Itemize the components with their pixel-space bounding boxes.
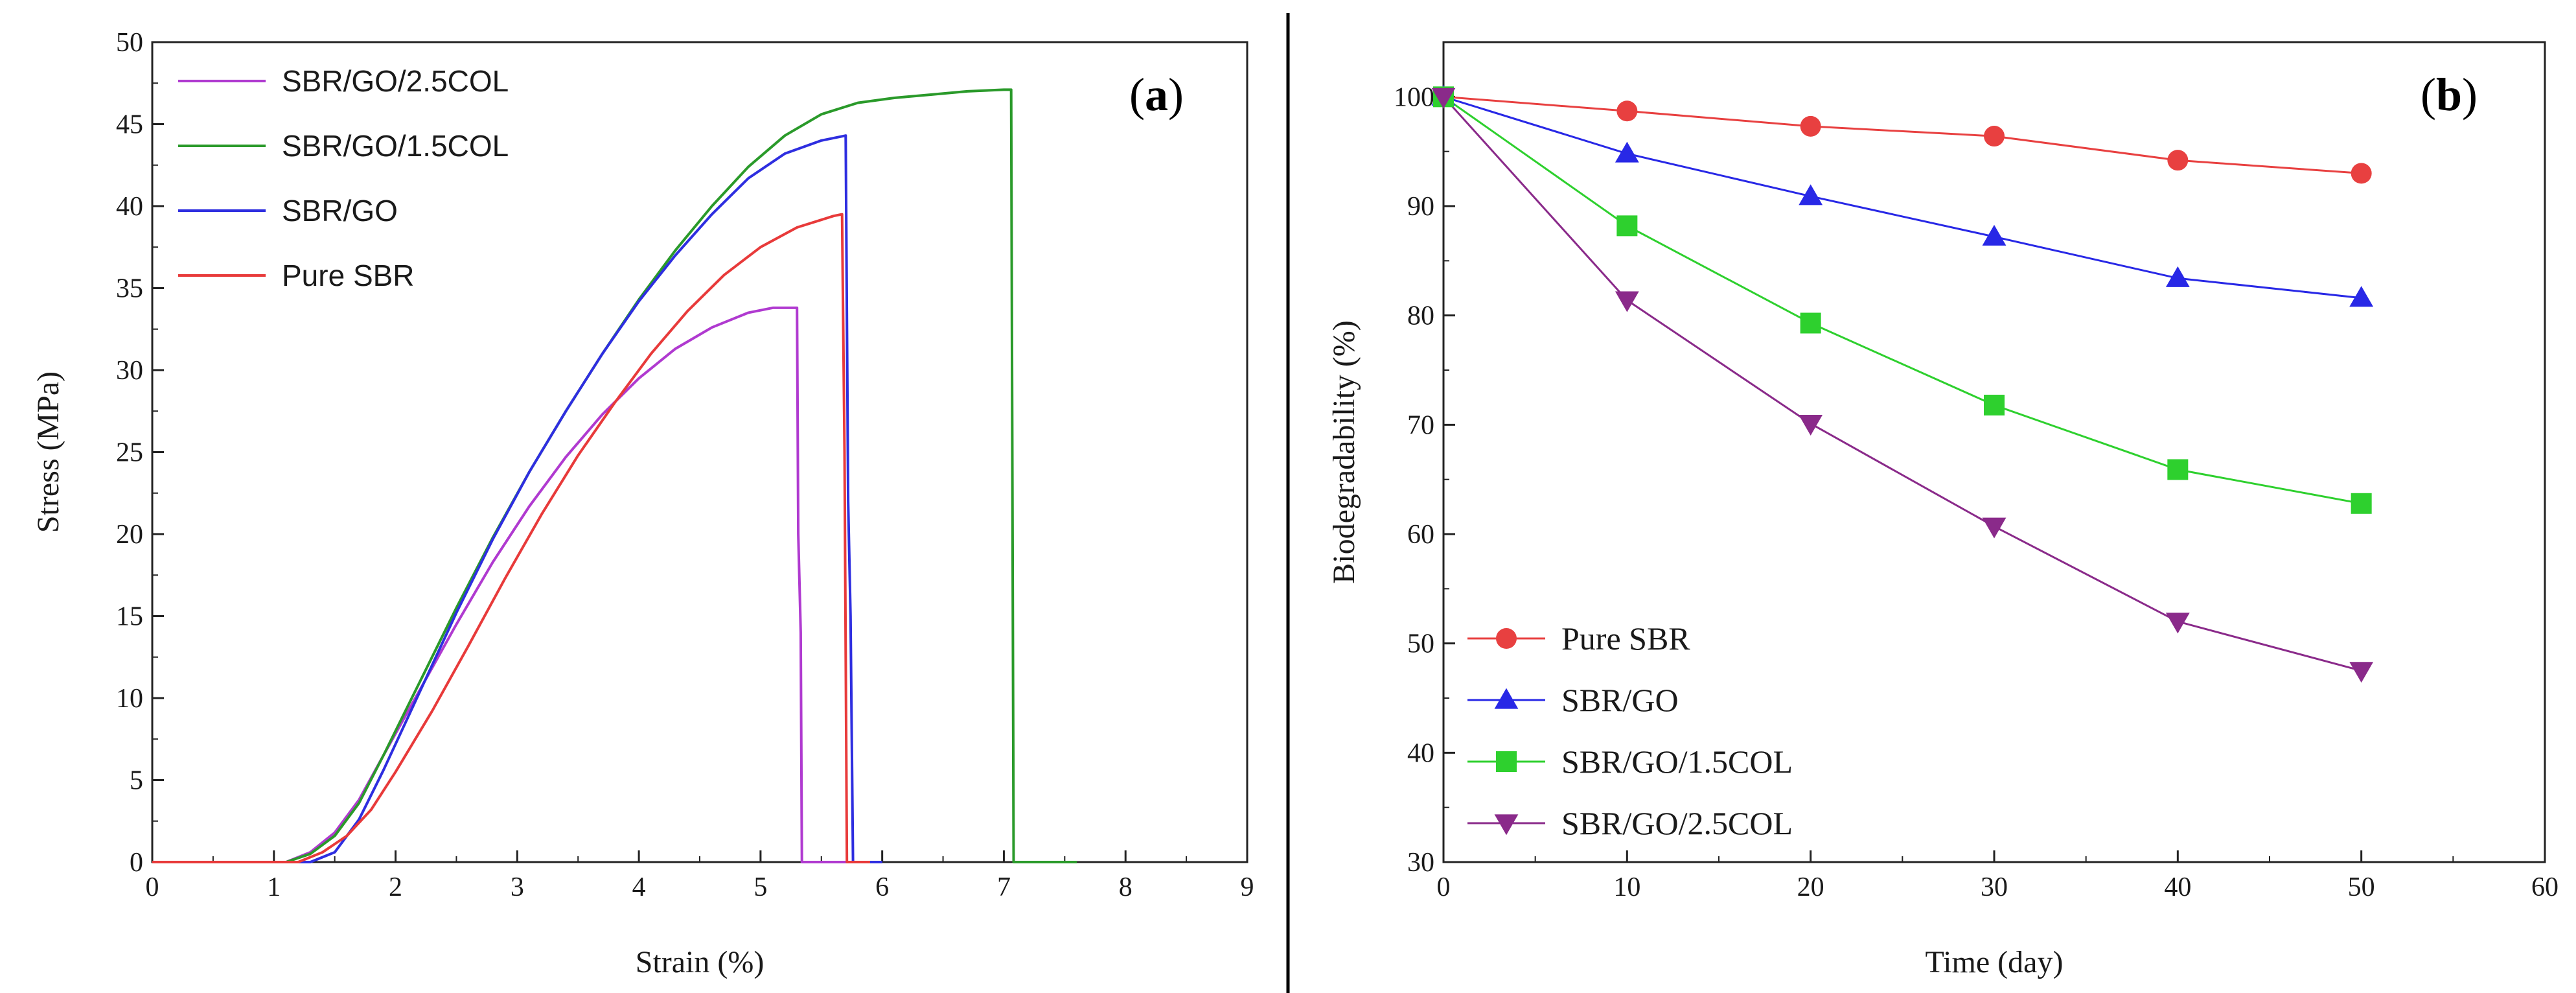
data-point-b <box>1984 126 2005 147</box>
data-point-b <box>1431 88 1456 109</box>
data-point-b <box>1615 291 1639 312</box>
y-tick-label-a: 40 <box>116 192 143 222</box>
y-tick-label-b: 50 <box>1407 629 1434 659</box>
y-tick-label-b: 60 <box>1407 520 1434 550</box>
panel-paren-open-b: ( <box>2421 69 2436 121</box>
data-point-b <box>2351 163 2372 184</box>
panel-label-a: (a) <box>1129 69 1184 121</box>
x-tick-label-a: 8 <box>1119 872 1133 902</box>
x-tick-label-b: 20 <box>1797 872 1824 902</box>
x-tick-label-a: 2 <box>389 872 402 902</box>
plot-frame-a <box>151 41 1248 863</box>
x-axis-label-b: Time (day) <box>1926 945 2064 979</box>
y-tick-label-a: 50 <box>116 28 143 58</box>
x-tick-label-b: 40 <box>2164 872 2191 902</box>
x-tick-label-a: 3 <box>511 872 524 902</box>
legend-label-b: SBR/GO <box>1561 682 1679 718</box>
y-tick-label-a: 10 <box>116 684 143 714</box>
data-point-b <box>1982 224 2007 246</box>
data-point-b <box>1615 141 1639 163</box>
panel-paren-close-b: ) <box>2462 69 2478 121</box>
legend-label-a: SBR/GO/2.5COL <box>282 64 509 98</box>
legend-label-b: Pure SBR <box>1561 620 1690 657</box>
x-tick-label-a: 5 <box>753 872 767 902</box>
data-point-b <box>1800 115 1821 137</box>
x-tick-label-b: 10 <box>1613 872 1640 902</box>
y-tick-label-a: 45 <box>116 110 143 140</box>
x-tick-label-a: 6 <box>875 872 889 902</box>
series-line-a <box>152 306 882 863</box>
y-tick-label-a: 15 <box>116 602 143 632</box>
panel-label-b: (b) <box>2421 69 2478 121</box>
y-tick-label-b: 80 <box>1407 301 1434 331</box>
data-point-b <box>2165 266 2190 287</box>
y-tick-label-b: 40 <box>1407 738 1434 768</box>
data-point-b <box>2167 459 2189 480</box>
series-line-b <box>1443 95 2362 174</box>
panel-letter-b: b <box>2436 69 2462 121</box>
x-tick-label-a: 0 <box>146 872 159 902</box>
series-line-a <box>152 213 870 863</box>
x-tick-label-a: 4 <box>632 872 646 902</box>
x-axis-label-a: Strain (%) <box>636 945 765 979</box>
legend-label-a: SBR/GO/1.5COL <box>282 129 509 163</box>
chart-b: 0 10 20 30 40 50 60 30 40 50 60 70 80 90 100 Time (day)… <box>1327 41 2559 979</box>
y-axis-label-a: Stress (MPa) <box>31 371 65 533</box>
data-point-b <box>2167 150 2189 171</box>
data-point-b <box>1616 100 1638 122</box>
panel-paren-close-a: ) <box>1168 69 1184 121</box>
y-tick-label-a: 30 <box>116 356 143 386</box>
plot-frame-b <box>1442 41 2546 863</box>
x-tick-label-a: 9 <box>1241 872 1254 902</box>
series-line-a <box>152 88 1077 863</box>
x-tick-label-b: 60 <box>2531 872 2559 902</box>
data-point-b <box>2351 493 2372 514</box>
y-tick-label-b: 70 <box>1407 410 1434 440</box>
x-tick-label-b: 0 <box>1437 872 1451 902</box>
series-line-b <box>1442 96 2362 672</box>
legend-label-b: SBR/GO/2.5COL <box>1561 805 1793 841</box>
y-tick-label-a: 5 <box>130 766 143 796</box>
x-tick-label-b: 30 <box>1981 872 2008 902</box>
y-tick-label-b: 90 <box>1407 192 1434 222</box>
x-tick-label-a: 1 <box>267 872 281 902</box>
data-point-b <box>2165 613 2190 634</box>
x-tick-label-b: 50 <box>2348 872 2375 902</box>
legend-marker-b <box>1496 751 1517 772</box>
series-line-b <box>1443 96 2362 505</box>
y-tick-label-b: 100 <box>1394 82 1434 112</box>
data-point-b <box>1616 215 1638 237</box>
y-axis-label-b: Biodegradability (%) <box>1327 320 1361 584</box>
legend-label-a: SBR/GO <box>282 194 398 228</box>
y-tick-label-a: 25 <box>116 438 143 468</box>
data-point-b <box>2349 662 2374 683</box>
legend-marker-b <box>1494 688 1519 709</box>
series-line-a <box>152 134 882 863</box>
data-point-b <box>1800 312 1821 334</box>
y-tick-label-b: 30 <box>1407 848 1434 878</box>
series-line-b <box>1443 95 2362 299</box>
y-tick-label-a: 35 <box>116 274 143 304</box>
legend-marker-b <box>1494 814 1519 835</box>
data-point-b <box>1799 184 1823 205</box>
legend-label-a: Pure SBR <box>282 259 415 292</box>
y-tick-label-a: 20 <box>116 520 143 550</box>
legend-label-b: SBR/GO/1.5COL <box>1561 743 1793 780</box>
data-point-b <box>1984 394 2005 415</box>
x-tick-label-a: 7 <box>997 872 1011 902</box>
data-point-b <box>1799 415 1823 436</box>
y-tick-label-a: 0 <box>130 848 143 878</box>
panel-paren-open-a: ( <box>1129 69 1145 121</box>
data-point-b <box>1982 517 2007 539</box>
data-point-b <box>2349 286 2374 307</box>
panel-letter-a: a <box>1145 69 1168 121</box>
legend-marker-b <box>1496 628 1517 649</box>
